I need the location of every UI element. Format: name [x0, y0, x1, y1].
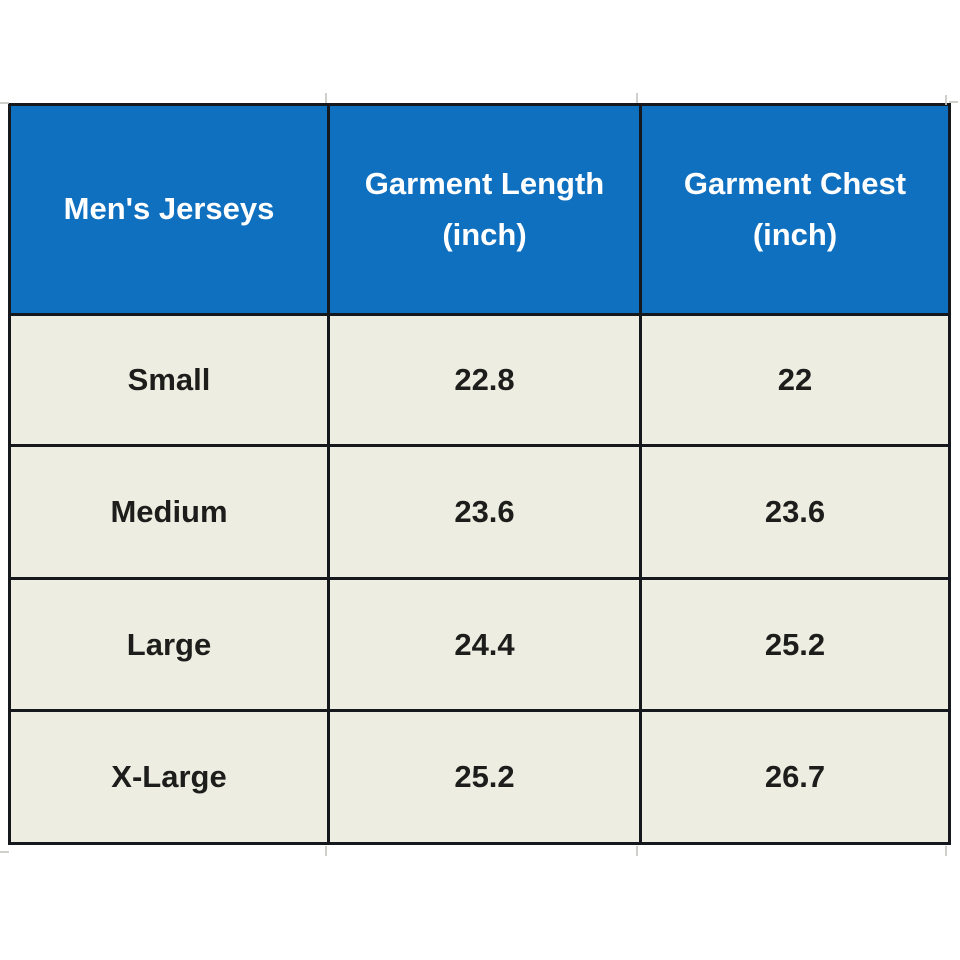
- chest-cell: 22: [639, 313, 951, 447]
- size-chart-table: Men's Jerseys Garment Length (inch) Garm…: [8, 103, 951, 845]
- length-cell: 23.6: [327, 444, 642, 580]
- gridline-stub: [325, 93, 327, 103]
- header-label-line2: (inch): [442, 216, 527, 252]
- size-cell: Large: [8, 577, 330, 712]
- gridline-stub: [636, 93, 638, 103]
- table-row: Large 24.4 25.2: [8, 577, 951, 712]
- header-cell-garment-chest: Garment Chest (inch): [639, 103, 951, 316]
- gridline-stub: [949, 101, 958, 103]
- table-row: Medium 23.6 23.6: [8, 444, 951, 580]
- size-cell: Small: [8, 313, 330, 447]
- header-cell-garment-length: Garment Length (inch): [327, 103, 642, 316]
- header-label: Men's Jerseys: [63, 191, 275, 227]
- table-row: Small 22.8 22: [8, 313, 951, 447]
- header-label-line2: (inch): [752, 216, 838, 252]
- gridline-stub: [945, 95, 947, 105]
- gridline-stub: [325, 846, 327, 856]
- length-cell: 25.2: [327, 709, 642, 845]
- gridline-stub: [636, 846, 638, 856]
- chest-cell: 25.2: [639, 577, 951, 712]
- length-cell: 22.8: [327, 313, 642, 447]
- length-cell: 24.4: [327, 577, 642, 712]
- header-cell-mens-jerseys: Men's Jerseys: [8, 103, 330, 316]
- header-label-line1: Garment Length: [364, 166, 605, 202]
- table-header-row: Men's Jerseys Garment Length (inch) Garm…: [8, 103, 951, 316]
- header-label-line1: Garment Chest: [683, 166, 907, 202]
- size-cell: Medium: [8, 444, 330, 580]
- size-cell: X-Large: [8, 709, 330, 845]
- chest-cell: 23.6: [639, 444, 951, 580]
- chest-cell: 26.7: [639, 709, 951, 845]
- gridline-stub: [0, 102, 9, 104]
- gridline-stub: [945, 846, 947, 856]
- gridline-stub: [0, 851, 9, 853]
- table-row: X-Large 25.2 26.7: [8, 709, 951, 845]
